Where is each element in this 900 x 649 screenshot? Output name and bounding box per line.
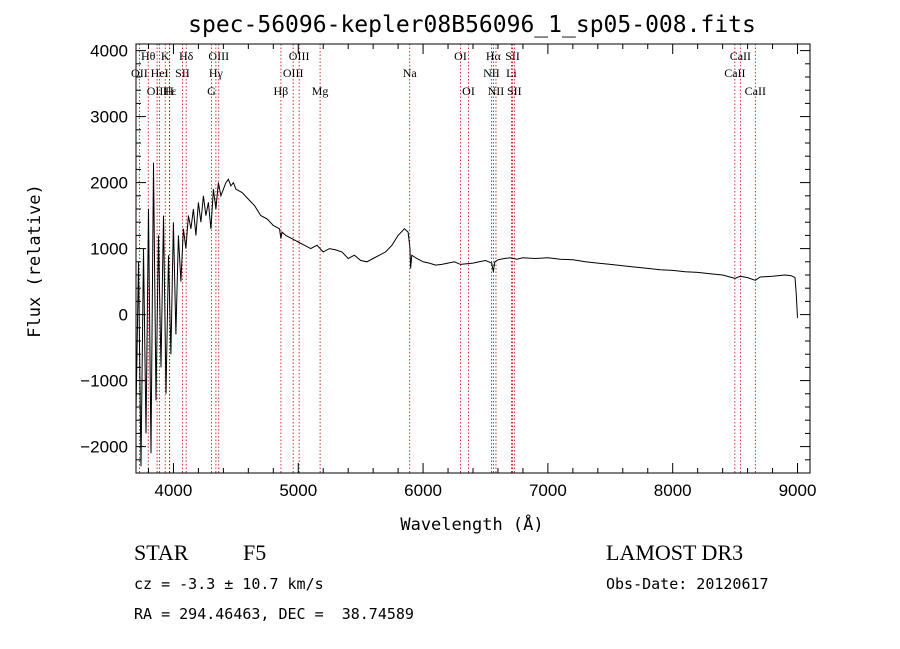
spectral-line-label-18: OI: [462, 84, 475, 98]
spectral-line-label-0: Hθ: [141, 49, 156, 63]
spectral-line-label-16: Na: [403, 66, 418, 80]
coordinates: RA = 294.46463, DEC = 38.74589: [134, 605, 414, 623]
y-tick-label--2000: −2000: [80, 438, 128, 457]
spectral-line-label-20: NII: [483, 66, 500, 80]
series-flux: [135, 162, 798, 467]
spectral-line-label-3: HeI: [151, 66, 169, 80]
spectral-line-label-2: OIII: [147, 84, 168, 98]
x-tick-label-6000: 6000: [404, 481, 442, 500]
y-tick-label-4000: 4000: [90, 42, 128, 61]
x-tick-label-5000: 5000: [279, 481, 317, 500]
y-tick-label--1000: −1000: [80, 372, 128, 391]
spectral-line-label-25: CaII: [730, 49, 751, 63]
y-tick-label-1000: 1000: [90, 240, 128, 259]
x-tick-label-7000: 7000: [529, 481, 567, 500]
cz-value: cz = -3.3 ± 10.7 km/s: [134, 575, 324, 593]
spectral-line-label-23: Li: [506, 66, 517, 80]
y-tick-label-0: 0: [119, 306, 128, 325]
spectral-line-label-15: Mg: [312, 84, 329, 98]
x-axis-label: Wavelength (Å): [400, 513, 543, 535]
spectral-line-label-27: CaII: [745, 84, 766, 98]
spectral-line-label-24: SII: [507, 84, 522, 98]
chart-title: spec-56096-kepler08B56096_1_sp05-008.fit…: [188, 12, 756, 38]
spectral-line-label-22: SII: [505, 49, 520, 63]
x-tick-label-8000: 8000: [654, 481, 692, 500]
x-tick-label-9000: 9000: [779, 481, 817, 500]
y-tick-label-2000: 2000: [90, 174, 128, 193]
axis-ticks: 4000 5000 6000 7000 8000 9000 −2000 −1000 0 1000 2…: [80, 42, 816, 500]
spectral-line-label-14: OIII: [289, 49, 310, 63]
class-label: STAR: [134, 540, 189, 565]
spectral-line-label-4: K: [161, 49, 170, 63]
spectral-line-label-13: OIII: [283, 66, 304, 80]
subclass-label: F5: [243, 540, 267, 565]
spectral-line-label-26: CaII: [724, 66, 745, 80]
x-tick-label-4000: 4000: [155, 481, 193, 500]
survey-label: LAMOST DR3: [606, 540, 744, 565]
spectrum-series: [135, 162, 798, 467]
spectral-line-label-1: OII: [131, 66, 148, 80]
obs-date: Obs-Date: 20120617: [606, 575, 769, 593]
plot-frame: [135, 43, 811, 474]
spectral-line-label-17: OI: [454, 49, 467, 63]
spectral-line-label-8: Hδ: [179, 49, 194, 63]
y-tick-label-3000: 3000: [90, 108, 128, 127]
spectral-line-label-6: H: [165, 84, 174, 98]
spectral-line-label-9: OIII: [208, 49, 229, 63]
spectral-line-label-19: Hα: [486, 49, 502, 63]
spectral-line-label-7: SII: [175, 66, 190, 80]
spectral-line-label-11: G: [207, 84, 216, 98]
spectral-line-label-21: NII: [488, 84, 505, 98]
spectral-line-label-10: Hγ: [209, 66, 224, 80]
y-axis-label: Flux (relative): [25, 184, 45, 338]
spectral-line-label-12: Hβ: [274, 84, 289, 98]
